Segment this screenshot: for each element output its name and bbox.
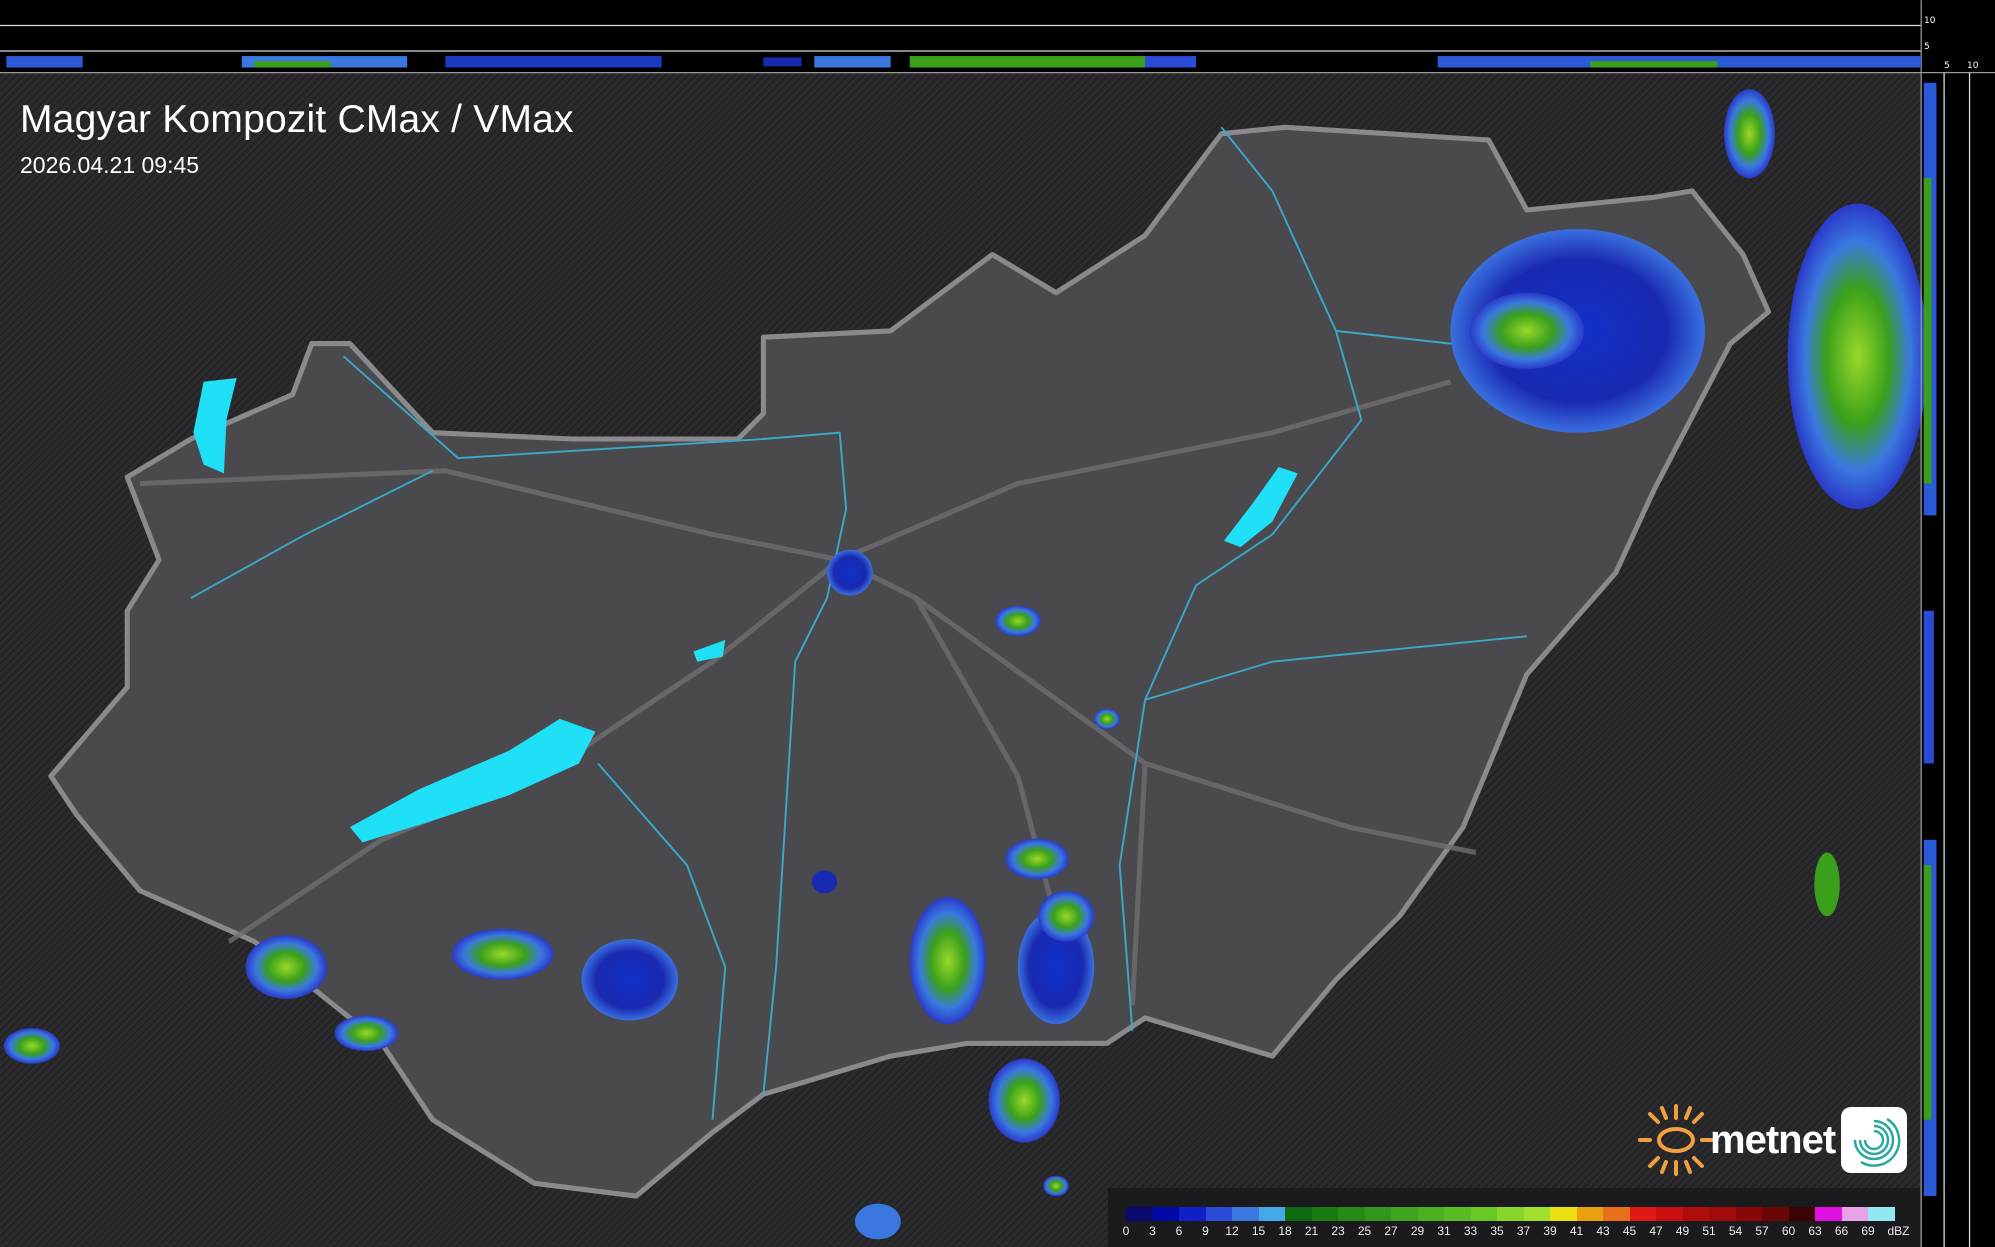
legend-tick-label: 33 <box>1463 1224 1478 1238</box>
legend-tick-label: 21 <box>1304 1224 1319 1238</box>
legend-swatch <box>1232 1207 1259 1221</box>
metnet-logo: metnet <box>1636 1100 1836 1180</box>
hungary-area <box>48 124 1772 1199</box>
legend-swatch <box>1364 1207 1391 1221</box>
legend-swatch <box>1444 1207 1471 1221</box>
legend-tick-label: 31 <box>1437 1224 1451 1238</box>
legend-swatch <box>1258 1207 1285 1221</box>
legend-color-bar <box>1126 1207 1895 1221</box>
right-profile-echoes <box>1923 82 1937 1197</box>
legend-tick-label: 23 <box>1331 1224 1345 1238</box>
legend-swatch <box>1523 1207 1550 1221</box>
legend-tick-label: 39 <box>1543 1224 1557 1238</box>
legend-swatch <box>1815 1207 1842 1221</box>
lake-velence <box>693 640 726 662</box>
legend-swatch <box>1205 1207 1232 1221</box>
legend-swatch <box>1682 1207 1709 1221</box>
legend-swatch <box>1550 1207 1577 1221</box>
legend-unit: dBZ <box>1887 1224 1910 1238</box>
legend-swatch <box>1762 1207 1789 1221</box>
legend-tick-label: 47 <box>1649 1224 1663 1238</box>
top-profile-label-10: 10 <box>1924 16 1936 26</box>
legend-tick-label: 9 <box>1202 1224 1209 1238</box>
legend-swatch <box>1179 1207 1206 1221</box>
lake-balaton <box>349 718 596 843</box>
legend-swatch <box>1285 1207 1312 1221</box>
legend-tick-label: 27 <box>1384 1224 1398 1238</box>
map-title: Magyar Kompozit CMax / VMax <box>20 98 574 141</box>
legend-tick-label: 12 <box>1225 1224 1239 1238</box>
legend-tick-label: 57 <box>1755 1224 1769 1238</box>
dbz-color-legend: 0 3 6 9 12 15 18 21 23 25 27 29 31 33 35 37 39 41 43 45 47 49… <box>1108 1188 1920 1247</box>
legend-swatch <box>1126 1207 1153 1221</box>
legend-swatch <box>1576 1207 1603 1221</box>
legend-tick-label: 6 <box>1175 1224 1183 1238</box>
legend-tick-label: 35 <box>1490 1224 1504 1238</box>
legend-tick-label: 29 <box>1410 1224 1425 1238</box>
top-profile-label-5: 5 <box>1924 42 1930 52</box>
legend-swatch <box>1709 1207 1736 1221</box>
legend-swatch <box>1417 1207 1444 1221</box>
legend-swatch <box>1735 1207 1762 1221</box>
legend-tick-label: 25 <box>1357 1224 1372 1238</box>
legend-swatch <box>1656 1207 1683 1221</box>
legend-swatch <box>1841 1207 1868 1221</box>
legend-swatch <box>1629 1207 1656 1221</box>
legend-tick-label: 41 <box>1569 1224 1584 1238</box>
radar-echoes <box>3 89 1928 1240</box>
legend-tick-label: 45 <box>1622 1224 1637 1238</box>
legend-swatch <box>1470 1207 1497 1221</box>
right-profile-label-5: 5 <box>1944 61 1950 71</box>
legend-tick-label: 0 <box>1122 1224 1130 1238</box>
legend-tick-label: 15 <box>1251 1224 1266 1238</box>
legend-swatch <box>1497 1207 1524 1221</box>
legend-tick-label: 66 <box>1834 1224 1849 1238</box>
legend-labels: 0 3 6 9 12 15 18 21 23 25 27 29 31 33 35 37 39 41 43 45 47 49… <box>1120 1224 1920 1240</box>
legend-tick-label: 3 <box>1149 1224 1156 1238</box>
legend-swatch <box>1788 1207 1815 1221</box>
legend-tick-label: 51 <box>1702 1224 1716 1238</box>
top-profile-echoes <box>6 56 1922 68</box>
lakes <box>193 377 1298 843</box>
sun-icon <box>1638 1104 1714 1176</box>
legend-tick-label: 63 <box>1808 1224 1822 1238</box>
legend-tick-label: 69 <box>1861 1224 1875 1238</box>
lake-tisza <box>1223 467 1298 548</box>
legend-swatch <box>1603 1207 1630 1221</box>
legend-swatch <box>1868 1207 1895 1221</box>
legend-tick-label: 54 <box>1728 1224 1743 1238</box>
app-swirl-icon <box>1841 1107 1907 1173</box>
legend-swatch <box>1338 1207 1365 1221</box>
right-profile-label-10: 10 <box>1967 61 1979 71</box>
legend-tick-label: 37 <box>1516 1224 1531 1238</box>
map-timestamp: 2026.04.21 09:45 <box>20 152 200 178</box>
legend-tick-label: 60 <box>1781 1224 1796 1238</box>
legend-tick-label: 18 <box>1278 1224 1292 1238</box>
legend-tick-label: 49 <box>1675 1224 1690 1238</box>
legend-swatch <box>1152 1207 1179 1221</box>
legend-swatch <box>1311 1207 1338 1221</box>
legend-tick-label: 43 <box>1596 1224 1610 1238</box>
logo-brand-text: metnet <box>1710 1117 1836 1162</box>
lake-neusiedl <box>193 377 237 474</box>
legend-swatch <box>1391 1207 1418 1221</box>
